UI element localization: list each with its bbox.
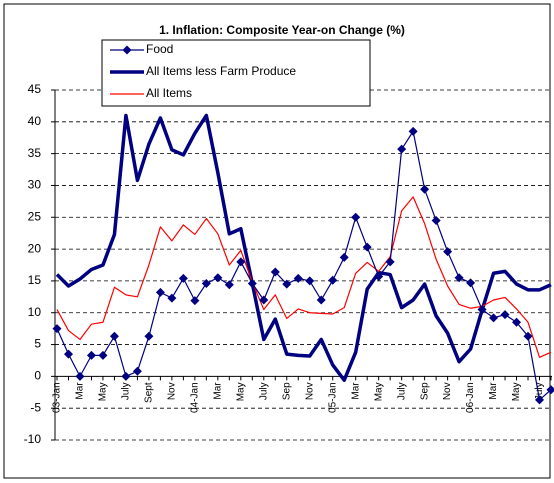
data-point [443,247,453,257]
x-tick-label: July [121,382,132,400]
x-tick-label: Mar [212,382,223,400]
data-point [523,331,533,341]
data-point [167,293,177,303]
y-tick-label: -5 [30,400,41,414]
legend-box [101,39,371,107]
data-point [408,126,418,136]
data-point [362,242,372,252]
y-tick-label: 10 [28,305,42,319]
y-tick-label: -10 [24,432,42,446]
y-tick-label: 20 [28,241,42,255]
chart-title: 1. Inflation: Composite Year-on Change (… [159,23,405,37]
legend-marker [122,45,132,55]
data-point [52,324,62,334]
y-tick-label: 35 [28,146,42,160]
data-point [270,267,280,277]
data-point [213,273,223,283]
data-point [75,371,85,381]
x-tick-label: May [511,382,522,401]
y-tick-label: 25 [28,209,42,223]
x-tick-label: July [534,382,545,400]
data-point [477,305,487,315]
data-point [489,313,499,323]
legend-label: All Items [146,86,192,100]
data-point [328,275,338,285]
x-tick-label: July [396,382,407,400]
data-point [144,331,154,341]
y-tick-label: 0 [34,369,41,383]
data-point [397,144,407,154]
data-point [316,295,326,305]
data-point [236,257,246,267]
data-point [98,350,108,360]
data-point [339,252,349,262]
x-tick-label: Nov [442,382,453,400]
data-point [109,331,119,341]
data-point [466,278,476,288]
data-point [201,278,211,288]
data-point [190,296,200,306]
data-point [178,273,188,283]
x-tick-label: July [258,382,269,400]
x-tick-label: Sep [419,382,430,400]
data-point [305,276,315,286]
data-point [420,184,430,194]
data-point [282,279,292,289]
x-tick-label: 03-Jan [52,382,63,413]
data-point [385,257,395,267]
data-point [431,215,441,225]
x-tick-label: Mar [350,382,361,400]
x-tick-label: 05-Jan [327,382,338,413]
series-line [56,196,552,358]
data-point [63,349,73,359]
data-point [512,317,522,327]
data-point [454,273,464,283]
legend-label: All Items less Farm Produce [146,64,296,78]
x-tick-label: Sep [281,382,292,400]
x-tick-label: Nov [304,382,315,400]
y-tick-label: 40 [28,114,42,128]
x-tick-label: Nov [167,382,178,400]
data-point [259,295,269,305]
x-tick-label: 04-Jan [190,382,201,413]
data-point [224,280,234,290]
x-tick-label: 06-Jan [465,382,476,413]
data-point [155,287,165,297]
y-tick-label: 30 [28,178,42,192]
x-tick-label: Mar [488,382,499,400]
data-point [247,278,257,288]
data-point [121,371,131,381]
data-point [535,395,545,405]
data-point [293,273,303,283]
x-tick-label: Mar [75,382,86,400]
data-point [132,366,142,376]
data-point [86,350,96,360]
x-tick-label: May [98,382,109,401]
data-point [500,310,510,320]
data-point [351,212,361,222]
x-tick-label: May [235,382,246,401]
legend-label: Food [146,42,173,56]
series-line [55,113,552,382]
y-tick-label: 45 [28,82,42,96]
y-tick-label: 5 [34,337,41,351]
x-tick-label: Sept [144,382,155,403]
x-tick-label: May [373,382,384,401]
y-tick-label: 15 [28,273,42,287]
data-point [374,271,384,281]
data-point [546,385,554,395]
